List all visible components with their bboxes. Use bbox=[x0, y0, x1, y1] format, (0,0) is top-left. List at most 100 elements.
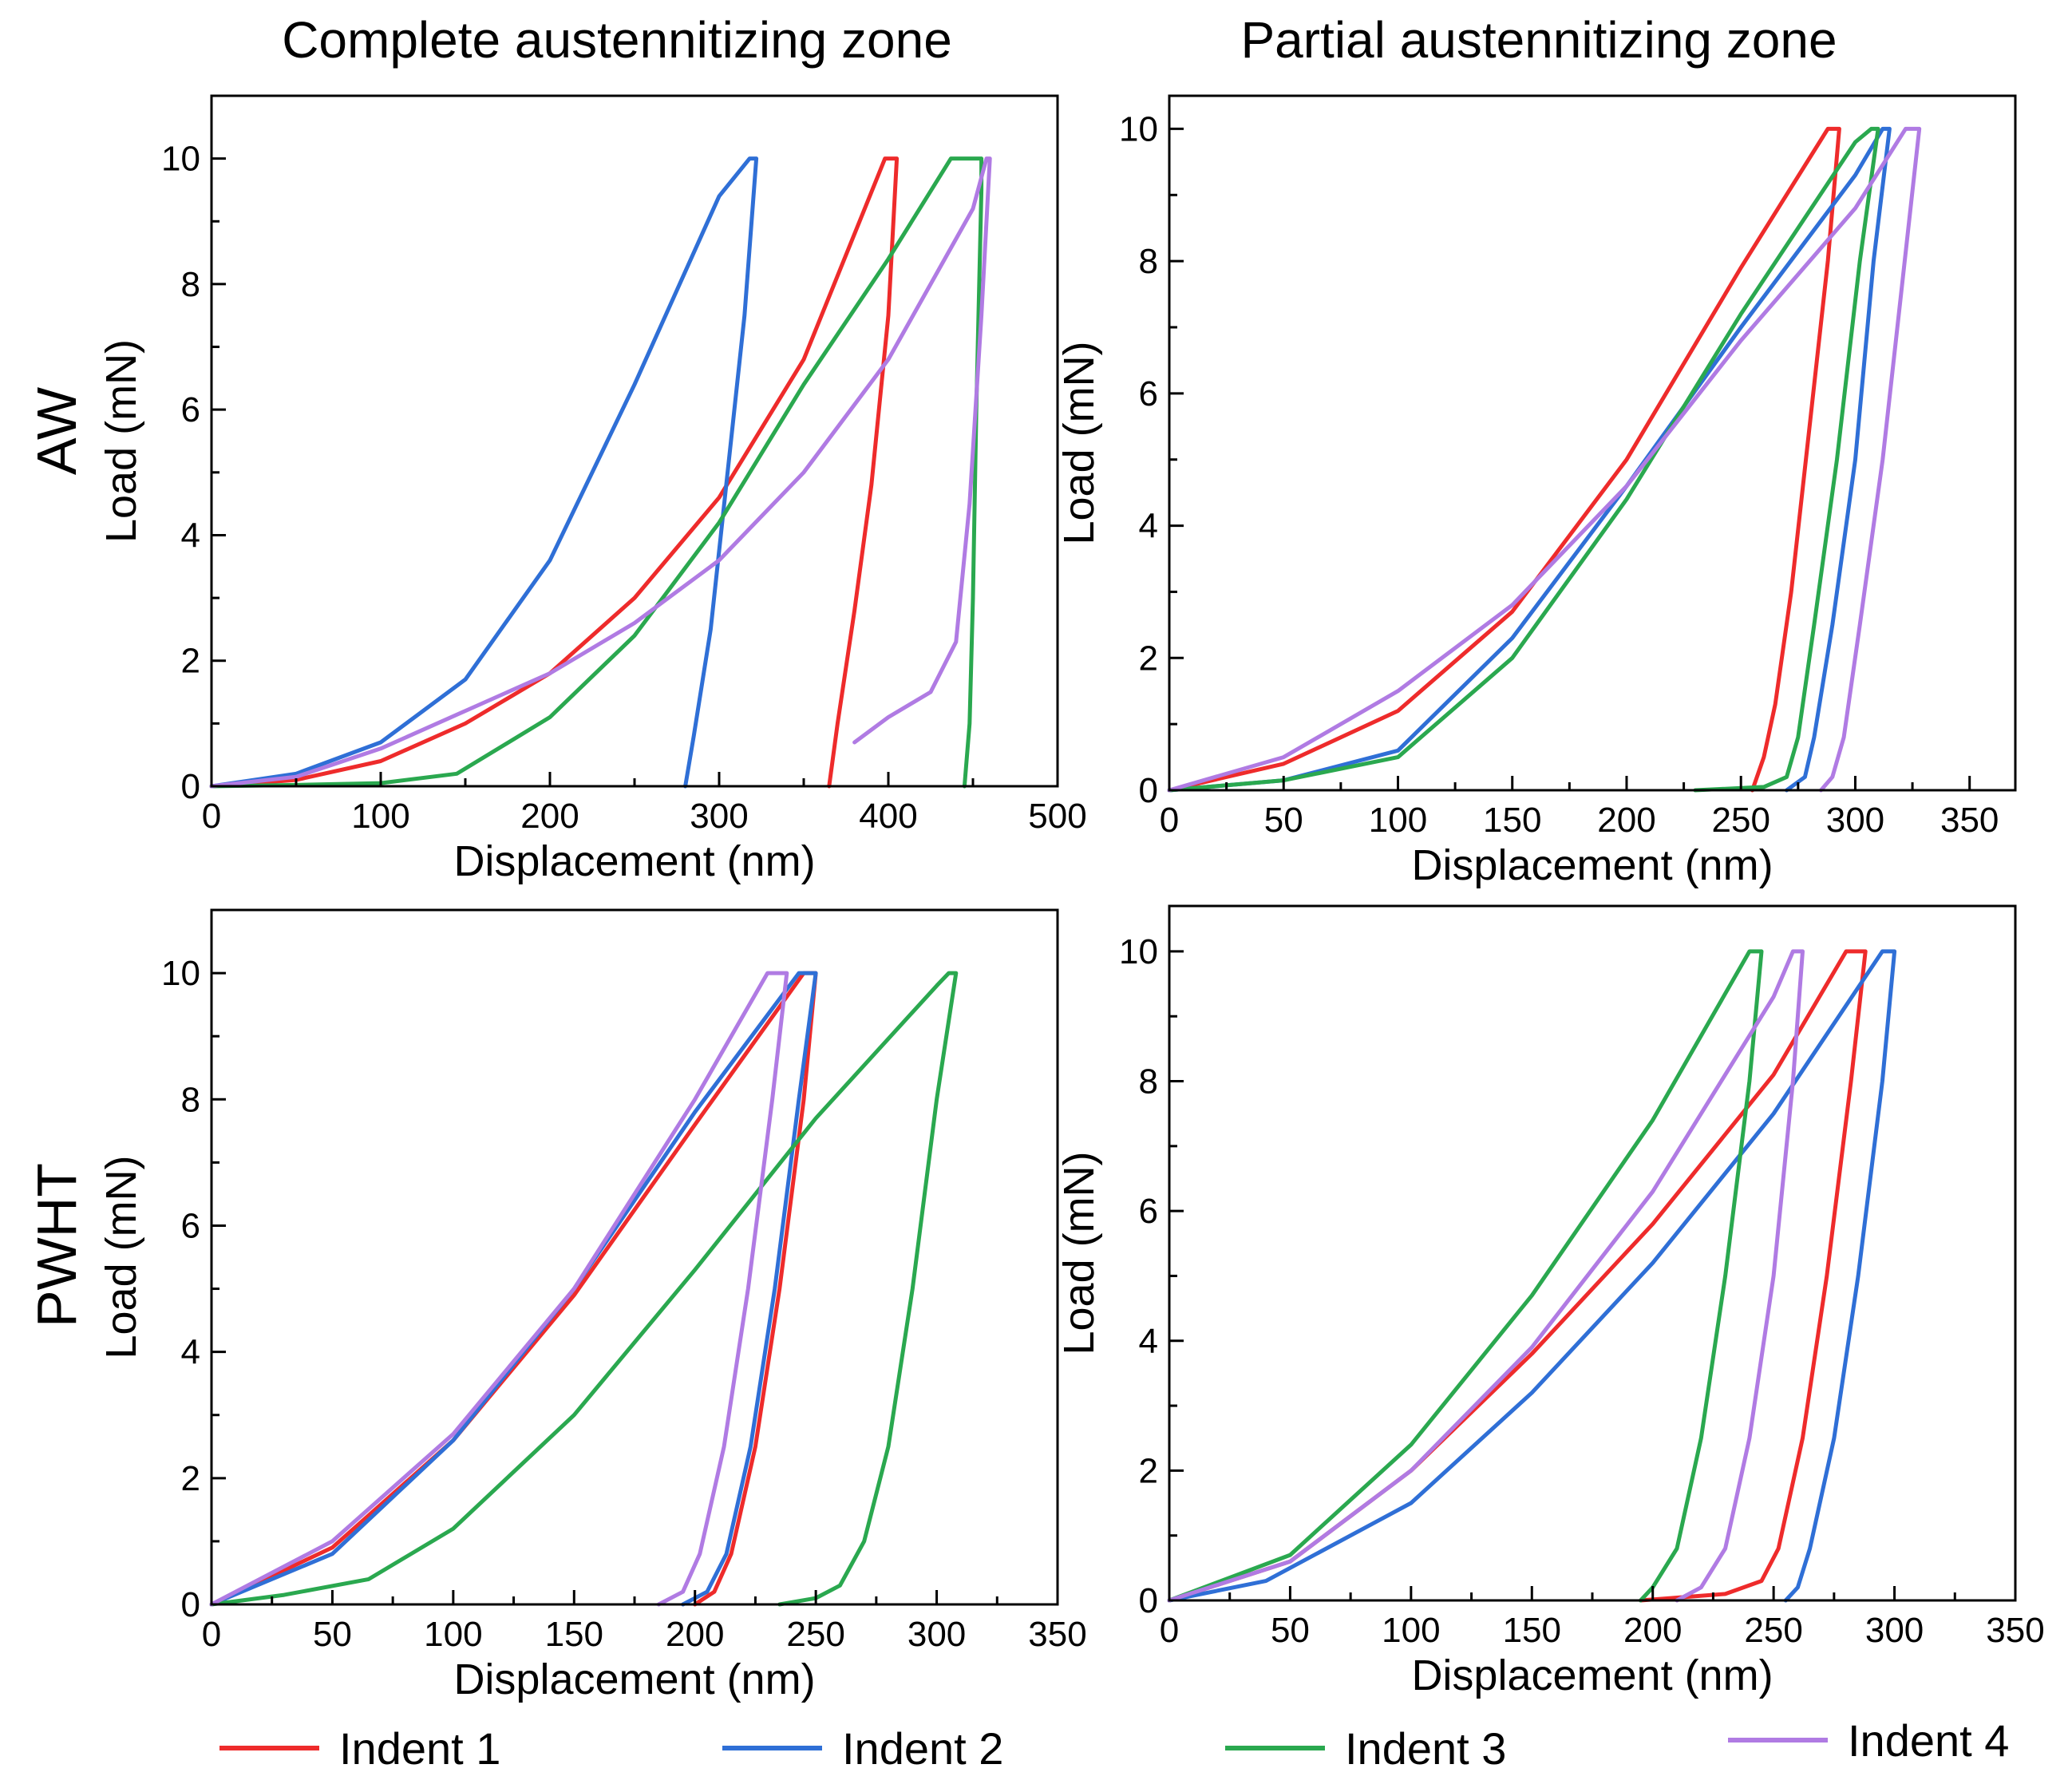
x-tick-label: 400 bbox=[859, 797, 917, 836]
plot-frame bbox=[1168, 94, 2017, 792]
x-tick-label: 200 bbox=[1623, 1611, 1682, 1650]
y-tick-label: 8 bbox=[181, 265, 200, 304]
y-axis-label: Load (mN) bbox=[1055, 341, 1103, 544]
y-tick-label: 8 bbox=[181, 1080, 200, 1119]
chart-panel-3: 0 50 100 150 200 250 300 350 0 2 4 6 8 10 Displacement… bbox=[97, 908, 1087, 1703]
legend-label-indent-4: Indent 4 bbox=[1848, 1715, 2009, 1766]
y-tick-label: 2 bbox=[1139, 639, 1158, 678]
series-line-indent-4 bbox=[209, 156, 992, 789]
x-tick-label: 0 bbox=[202, 797, 221, 836]
series-line-indent-4 bbox=[1167, 126, 1922, 793]
series-group bbox=[1167, 126, 1922, 793]
chart-panel-4: 0 50 100 150 200 250 300 350 0 2 4 6 8 10 Displacement… bbox=[1055, 904, 2045, 1699]
x-axis-label: Displacement (nm) bbox=[1411, 1652, 1773, 1699]
legend-label-indent-2: Indent 2 bbox=[842, 1723, 1003, 1774]
x-tick-label: 100 bbox=[1382, 1611, 1440, 1650]
y-tick-label: 6 bbox=[1139, 374, 1158, 413]
y-tick-label: 0 bbox=[181, 1585, 200, 1624]
legend-label-indent-1: Indent 1 bbox=[339, 1723, 500, 1774]
x-axis-label: Displacement (nm) bbox=[453, 1655, 815, 1703]
x-tick-label: 300 bbox=[690, 797, 748, 836]
row-label-pwht: PWHT bbox=[26, 1163, 88, 1327]
y-axis-label: Load (mN) bbox=[97, 339, 145, 543]
x-tick-label: 500 bbox=[1028, 797, 1086, 836]
row-label-aw: AW bbox=[26, 387, 88, 475]
y-tick-label: 8 bbox=[1139, 1062, 1158, 1102]
series-line-indent-2 bbox=[209, 971, 818, 1607]
x-tick-label: 100 bbox=[1369, 801, 1427, 840]
x-tick-label: 0 bbox=[1160, 801, 1179, 840]
y-tick-label: 2 bbox=[181, 642, 200, 681]
y-tick-label: 0 bbox=[1139, 1581, 1158, 1620]
y-tick-label: 0 bbox=[1139, 771, 1158, 810]
series-line-indent-2 bbox=[1167, 126, 1892, 793]
y-tick-label: 10 bbox=[161, 140, 200, 179]
x-tick-label: 250 bbox=[786, 1615, 844, 1654]
x-tick-label: 150 bbox=[1503, 1611, 1561, 1650]
x-tick-label: 350 bbox=[1940, 801, 1999, 840]
chart-panel-1: 0 100 200 300 400 500 0 2 4 6 8 10 Displacement (nm)… bbox=[97, 94, 1087, 885]
x-tick-label: 200 bbox=[666, 1615, 724, 1654]
series-line-indent-3 bbox=[209, 971, 959, 1607]
x-tick-label: 0 bbox=[1160, 1611, 1179, 1650]
y-tick-label: 6 bbox=[181, 390, 200, 429]
x-tick-label: 300 bbox=[907, 1615, 966, 1654]
y-tick-label: 4 bbox=[181, 1333, 200, 1372]
y-tick-label: 2 bbox=[1139, 1451, 1158, 1490]
series-group bbox=[209, 156, 992, 789]
series-line-indent-3 bbox=[1167, 949, 1764, 1603]
x-tick-label: 100 bbox=[424, 1615, 482, 1654]
x-tick-label: 0 bbox=[202, 1615, 221, 1654]
series-line-indent-4 bbox=[209, 971, 789, 1607]
series-line-indent-1 bbox=[1167, 126, 1841, 793]
x-axis-label: Displacement (nm) bbox=[453, 837, 815, 885]
x-tick-label: 250 bbox=[1712, 801, 1770, 840]
x-tick-label: 150 bbox=[545, 1615, 603, 1654]
legend-item-indent-2: Indent 2 bbox=[722, 1723, 1003, 1774]
x-tick-label: 50 bbox=[1264, 801, 1303, 840]
series-line-indent-2 bbox=[1167, 949, 1897, 1603]
y-tick-label: 10 bbox=[1119, 932, 1158, 971]
series-line-indent-3 bbox=[1167, 126, 1880, 793]
x-tick-label: 350 bbox=[1028, 1615, 1086, 1654]
y-tick-label: 10 bbox=[1119, 109, 1158, 148]
series-group bbox=[1167, 949, 1897, 1603]
y-tick-label: 0 bbox=[181, 767, 200, 806]
y-tick-label: 4 bbox=[1139, 507, 1158, 546]
series-line-indent-4 bbox=[1167, 949, 1805, 1603]
x-tick-label: 100 bbox=[351, 797, 409, 836]
y-tick-label: 10 bbox=[161, 954, 200, 993]
plot-frame bbox=[210, 94, 1059, 788]
legend-item-indent-3: Indent 3 bbox=[1225, 1723, 1506, 1774]
x-tick-label: 350 bbox=[1986, 1611, 2044, 1650]
y-tick-label: 4 bbox=[1139, 1322, 1158, 1361]
x-tick-label: 200 bbox=[1597, 801, 1655, 840]
legend-item-indent-4: Indent 4 bbox=[1728, 1715, 2009, 1766]
x-tick-label: 150 bbox=[1483, 801, 1541, 840]
x-axis-label: Displacement (nm) bbox=[1411, 841, 1773, 889]
legend: Indent 1 Indent 2 Indent 3 Indent 4 bbox=[219, 1715, 2009, 1774]
series-line-indent-1 bbox=[209, 156, 900, 789]
y-tick-label: 2 bbox=[181, 1459, 200, 1498]
y-tick-label: 6 bbox=[1139, 1192, 1158, 1231]
x-tick-label: 300 bbox=[1826, 801, 1884, 840]
legend-label-indent-3: Indent 3 bbox=[1345, 1723, 1506, 1774]
y-tick-label: 6 bbox=[181, 1206, 200, 1245]
y-tick-label: 8 bbox=[1139, 242, 1158, 281]
x-tick-label: 300 bbox=[1865, 1611, 1924, 1650]
y-tick-label: 4 bbox=[181, 516, 200, 555]
y-axis-label: Load (mN) bbox=[1055, 1151, 1103, 1355]
column-title-complete: Complete austennitizing zone bbox=[282, 11, 952, 69]
legend-item-indent-1: Indent 1 bbox=[219, 1723, 500, 1774]
x-tick-label: 200 bbox=[520, 797, 579, 836]
series-line-indent-2 bbox=[209, 156, 759, 789]
chart-panel-2: 0 50 100 150 200 250 300 350 0 2 4 6 8 10 Displacement… bbox=[1055, 94, 2017, 889]
column-title-partial: Partial austennitizing zone bbox=[1240, 11, 1837, 69]
x-tick-label: 250 bbox=[1744, 1611, 1802, 1650]
series-line-indent-1 bbox=[209, 971, 818, 1607]
x-tick-label: 50 bbox=[1271, 1611, 1310, 1650]
series-line-indent-3 bbox=[209, 156, 984, 789]
x-tick-label: 50 bbox=[313, 1615, 352, 1654]
